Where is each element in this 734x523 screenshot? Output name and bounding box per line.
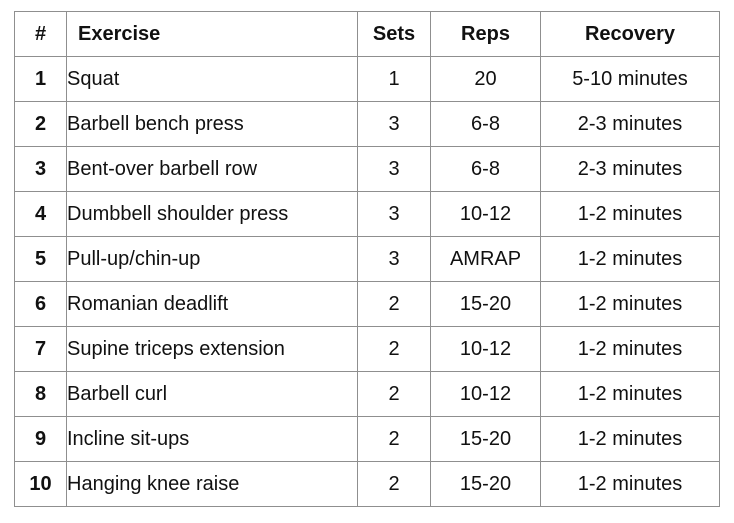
cell-reps: 20 (430, 56, 541, 102)
workout-table-container: # Exercise Sets Reps Recovery 1 Squat 1 20 5… (14, 11, 720, 507)
table-row: 5 Pull-up/chin-up 3 AMRAP 1-2 minutes (14, 236, 720, 282)
cell-exercise: Pull-up/chin-up (66, 236, 358, 282)
cell-exercise: Dumbbell shoulder press (66, 191, 358, 237)
cell-recovery: 2-3 minutes (540, 146, 720, 192)
cell-exercise: Bent-over barbell row (66, 146, 358, 192)
cell-exercise: Romanian deadlift (66, 281, 358, 327)
cell-sets: 2 (357, 416, 431, 462)
cell-recovery: 1-2 minutes (540, 191, 720, 237)
cell-reps: 15-20 (430, 416, 541, 462)
table-row: 2 Barbell bench press 3 6-8 2-3 minutes (14, 101, 720, 147)
table-row: 4 Dumbbell shoulder press 3 10-12 1-2 minute… (14, 191, 720, 237)
cell-num: 6 (14, 281, 67, 327)
cell-num: 4 (14, 191, 67, 237)
cell-reps: 6-8 (430, 101, 541, 147)
cell-recovery: 1-2 minutes (540, 371, 720, 417)
cell-exercise: Hanging knee raise (66, 461, 358, 507)
cell-recovery: 1-2 minutes (540, 281, 720, 327)
cell-sets: 3 (357, 191, 431, 237)
cell-num: 3 (14, 146, 67, 192)
cell-reps: 10-12 (430, 191, 541, 237)
cell-exercise: Squat (66, 56, 358, 102)
table-row: 10 Hanging knee raise 2 15-20 1-2 minutes (14, 461, 720, 507)
header-num: # (14, 11, 67, 57)
cell-sets: 3 (357, 236, 431, 282)
cell-reps: 10-12 (430, 371, 541, 417)
cell-sets: 2 (357, 326, 431, 372)
cell-exercise: Barbell curl (66, 371, 358, 417)
cell-recovery: 1-2 minutes (540, 461, 720, 507)
table-row: 8 Barbell curl 2 10-12 1-2 minutes (14, 371, 720, 417)
table-row: 6 Romanian deadlift 2 15-20 1-2 minutes (14, 281, 720, 327)
cell-sets: 1 (357, 56, 431, 102)
cell-recovery: 1-2 minutes (540, 326, 720, 372)
header-reps: Reps (430, 11, 541, 57)
cell-reps: 6-8 (430, 146, 541, 192)
cell-recovery: 1-2 minutes (540, 236, 720, 282)
cell-num: 10 (14, 461, 67, 507)
header-row: # Exercise Sets Reps Recovery (14, 11, 720, 57)
cell-exercise: Incline sit-ups (66, 416, 358, 462)
cell-exercise: Barbell bench press (66, 101, 358, 147)
cell-num: 5 (14, 236, 67, 282)
cell-num: 7 (14, 326, 67, 372)
cell-reps: 10-12 (430, 326, 541, 372)
cell-num: 9 (14, 416, 67, 462)
table-body: 1 Squat 1 20 5-10 minutes 2 Barbell bench pres… (14, 56, 720, 507)
cell-num: 2 (14, 101, 67, 147)
table-row: 9 Incline sit-ups 2 15-20 1-2 minutes (14, 416, 720, 462)
cell-exercise: Supine triceps extension (66, 326, 358, 372)
cell-sets: 2 (357, 371, 431, 417)
table-row: 3 Bent-over barbell row 3 6-8 2-3 minutes (14, 146, 720, 192)
table-row: 1 Squat 1 20 5-10 minutes (14, 56, 720, 102)
header-sets: Sets (357, 11, 431, 57)
cell-recovery: 5-10 minutes (540, 56, 720, 102)
header-recovery: Recovery (540, 11, 720, 57)
cell-sets: 2 (357, 281, 431, 327)
cell-recovery: 2-3 minutes (540, 101, 720, 147)
table-row: 7 Supine triceps extension 2 10-12 1-2 minut… (14, 326, 720, 372)
workout-table: # Exercise Sets Reps Recovery 1 Squat 1 20 5… (14, 11, 720, 507)
cell-num: 8 (14, 371, 67, 417)
cell-sets: 3 (357, 101, 431, 147)
cell-sets: 3 (357, 146, 431, 192)
cell-recovery: 1-2 minutes (540, 416, 720, 462)
cell-reps: AMRAP (430, 236, 541, 282)
header-exercise: Exercise (66, 11, 358, 57)
cell-num: 1 (14, 56, 67, 102)
cell-sets: 2 (357, 461, 431, 507)
cell-reps: 15-20 (430, 461, 541, 507)
cell-reps: 15-20 (430, 281, 541, 327)
